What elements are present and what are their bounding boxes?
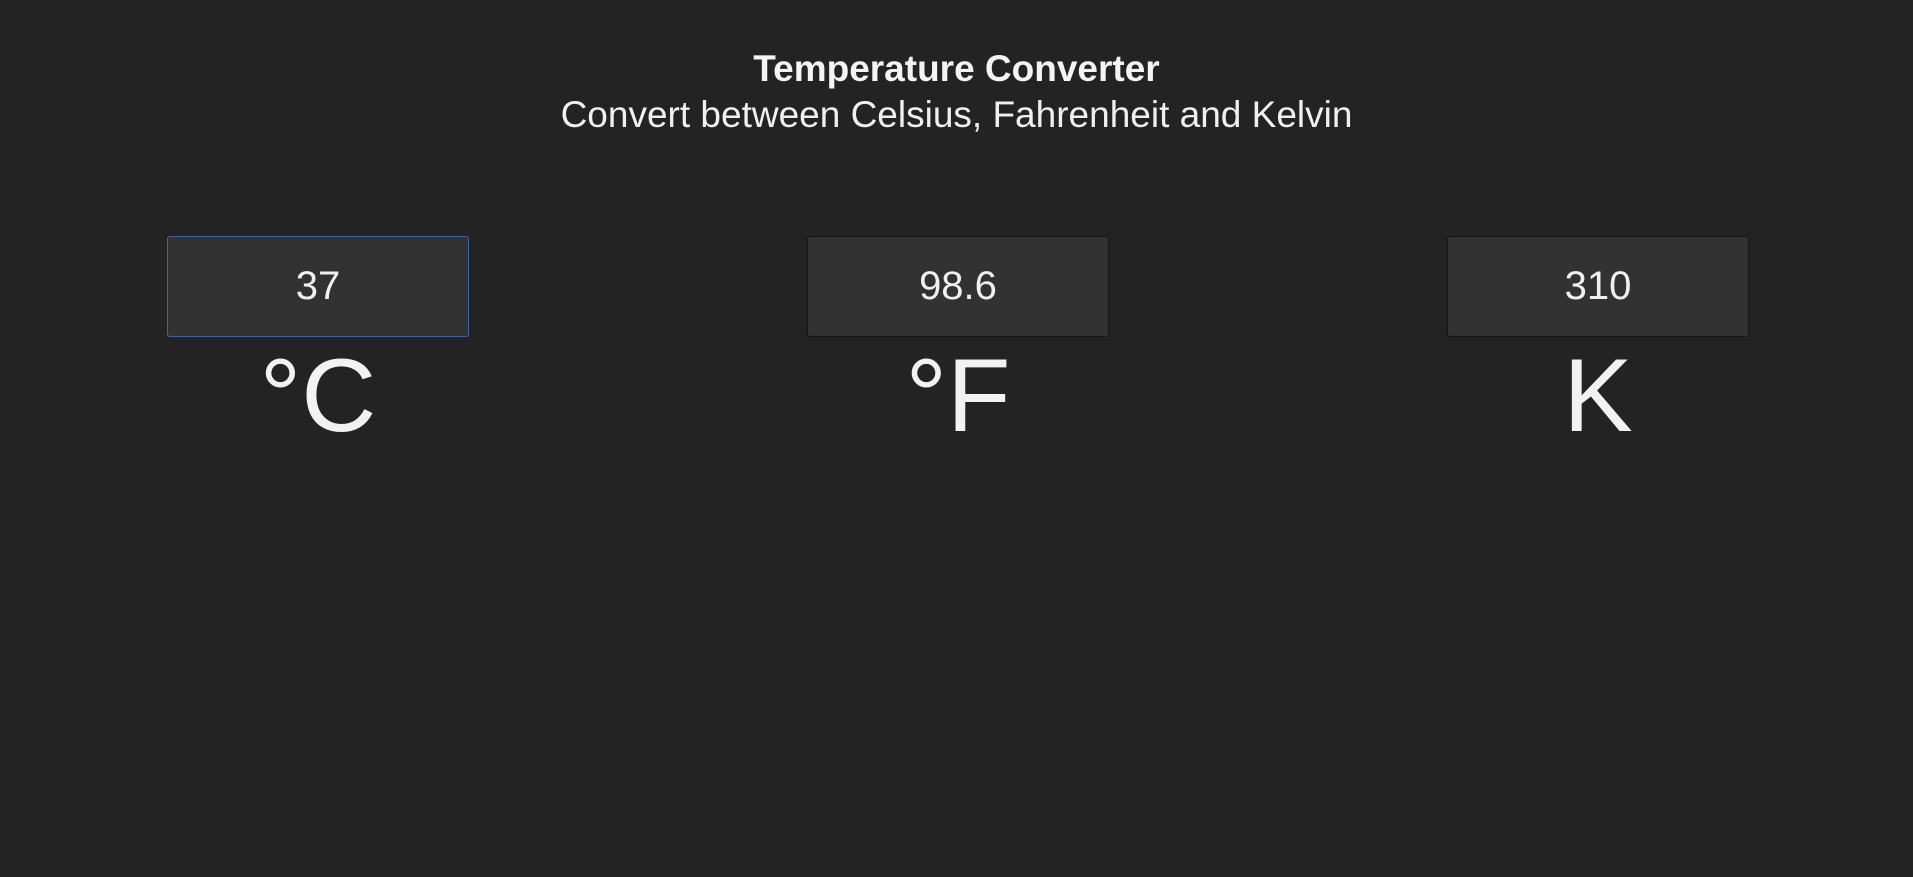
page-subtitle: Convert between Celsius, Fahrenheit and … [560, 94, 1353, 135]
fahrenheit-converter: °F [807, 236, 1109, 455]
celsius-input[interactable] [167, 236, 469, 337]
kelvin-input[interactable] [1447, 236, 1749, 337]
celsius-converter: °C [167, 236, 469, 455]
kelvin-converter: K [1447, 236, 1749, 455]
page-title: Temperature Converter [753, 48, 1160, 89]
celsius-unit-label: °C [259, 338, 377, 454]
kelvin-unit-label: K [1563, 338, 1633, 454]
header: Temperature Converter Convert between Ce… [0, 46, 1913, 138]
fahrenheit-input[interactable] [807, 236, 1109, 337]
fahrenheit-unit-label: °F [905, 338, 1011, 454]
